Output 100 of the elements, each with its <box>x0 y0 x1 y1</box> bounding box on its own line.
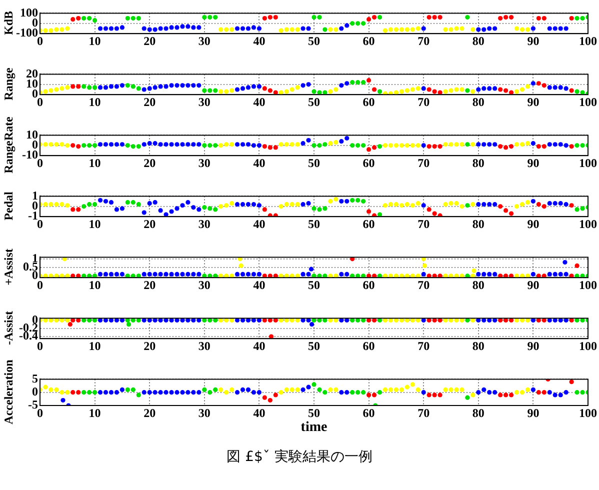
point <box>448 318 454 323</box>
x-axis-title: time <box>300 420 328 436</box>
point <box>87 390 92 395</box>
point <box>564 26 568 31</box>
point <box>125 16 130 21</box>
point <box>361 80 366 85</box>
x-tick-label: 20 <box>144 406 156 420</box>
point <box>114 84 120 89</box>
point <box>514 204 520 209</box>
point <box>317 318 322 323</box>
y-axis-title: -Assist <box>2 311 16 346</box>
point <box>120 272 124 276</box>
point <box>103 318 108 323</box>
point <box>465 142 470 147</box>
point <box>186 200 190 205</box>
x-tick-label: 90 <box>527 156 540 170</box>
point <box>422 263 427 268</box>
point <box>366 147 372 152</box>
point <box>465 88 470 93</box>
y-axis-title: +Assist <box>2 248 16 286</box>
point <box>246 318 251 323</box>
point <box>82 204 86 209</box>
point <box>421 272 426 276</box>
point <box>158 142 163 147</box>
point <box>147 272 152 276</box>
point <box>65 203 70 208</box>
point <box>262 207 267 212</box>
point <box>158 26 163 31</box>
point <box>525 387 530 392</box>
point <box>356 274 360 278</box>
x-tick-label: 40 <box>253 278 266 292</box>
point <box>136 86 141 91</box>
point <box>152 200 158 205</box>
point <box>574 263 580 268</box>
x-tick-label: 90 <box>527 216 540 231</box>
point <box>174 142 180 147</box>
point <box>476 27 481 32</box>
point <box>136 144 141 149</box>
point <box>54 202 59 207</box>
point <box>564 143 568 148</box>
point <box>399 318 404 323</box>
point <box>454 142 459 147</box>
point <box>443 89 448 94</box>
point <box>82 16 86 21</box>
point <box>300 202 306 207</box>
point <box>251 25 256 30</box>
point <box>208 143 212 148</box>
point <box>164 272 168 276</box>
point <box>70 207 76 212</box>
point <box>542 204 546 209</box>
point <box>48 387 54 392</box>
point <box>426 207 432 212</box>
point <box>547 390 552 395</box>
point <box>476 202 481 207</box>
point <box>268 318 272 323</box>
point <box>476 272 481 276</box>
point <box>312 14 316 20</box>
point <box>136 274 141 278</box>
point <box>125 387 130 392</box>
point <box>438 318 442 323</box>
point <box>98 26 103 31</box>
x-tick-label: 90 <box>527 94 540 109</box>
point <box>525 27 530 32</box>
point <box>262 318 267 323</box>
point <box>230 27 234 32</box>
point <box>514 142 520 147</box>
point <box>328 318 333 323</box>
point <box>273 318 278 323</box>
x-tick-label: 80 <box>472 216 484 231</box>
point <box>273 14 278 20</box>
x-tick-label: 40 <box>253 94 266 109</box>
point <box>278 142 284 147</box>
point <box>186 390 190 395</box>
point <box>410 143 415 148</box>
point <box>498 16 503 21</box>
point <box>48 318 54 323</box>
point <box>174 83 180 88</box>
point <box>487 26 492 31</box>
x-tick-label: 30 <box>198 278 210 292</box>
point <box>547 142 552 147</box>
point <box>520 202 525 207</box>
point <box>525 200 530 205</box>
point <box>426 318 432 323</box>
point <box>114 142 120 147</box>
point <box>262 86 267 91</box>
point <box>234 26 240 31</box>
point <box>256 26 262 31</box>
point <box>448 274 454 278</box>
point <box>70 390 76 395</box>
point <box>82 390 86 395</box>
x-tick-label: 10 <box>88 406 101 420</box>
x-tick-label: 50 <box>308 216 320 231</box>
point <box>547 272 552 276</box>
point <box>108 318 114 323</box>
point <box>487 272 492 276</box>
point <box>574 143 580 148</box>
point <box>399 89 404 94</box>
point <box>48 274 54 278</box>
point <box>158 208 163 213</box>
point <box>87 274 92 278</box>
